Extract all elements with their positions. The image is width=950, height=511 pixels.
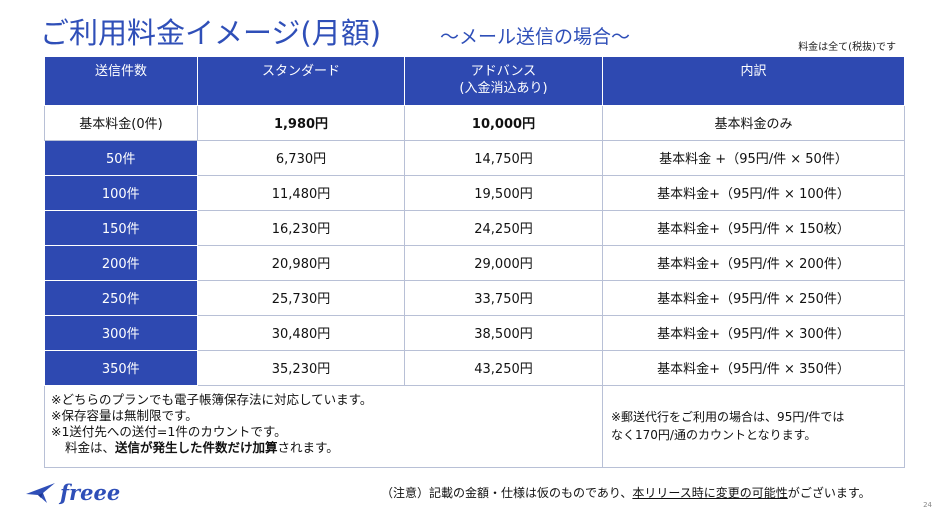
freee-logo: freee xyxy=(24,478,120,506)
disclaimer: （注意）記載の金額・仕様は仮のものであり、本リリース時に変更の可能性がございます… xyxy=(381,484,871,501)
row-count: 350件 xyxy=(44,349,198,386)
row-count: 250件 xyxy=(44,279,198,316)
column-header-breakdown: 内訳 xyxy=(602,57,905,106)
row-advance-price: 24,250円 xyxy=(404,209,603,246)
row-standard-price: 25,730円 xyxy=(197,279,405,316)
table-header-row: 送信件数 スタンダード アドバンス (入金消込あり) 内訳 xyxy=(44,57,905,106)
row-advance-price: 38,500円 xyxy=(404,314,603,351)
row-standard-price: 30,480円 xyxy=(197,314,405,351)
row-breakdown: 基本料金+（95円/件 × 100件） xyxy=(602,174,905,211)
notes-row: ※どちらのプランでも電子帳簿保存法に対応しています。 ※保存容量は無制限です。 … xyxy=(44,384,905,468)
page-number: 24 xyxy=(923,501,932,509)
disclaimer-prefix: （注意）記載の金額・仕様は仮のものであり、 xyxy=(381,486,633,500)
row-count: 300件 xyxy=(44,314,198,351)
page-subtitle: 〜メール送信の場合〜 xyxy=(440,26,631,48)
row-standard-price: 35,230円 xyxy=(197,349,405,386)
table-row: 350件 35,230円 43,250円 基本料金+（95円/件 × 350件） xyxy=(44,349,905,386)
note-count-rule: ※1送付先への送付=1件のカウントです。 xyxy=(51,423,287,439)
tax-note: 料金は全て(税抜)です xyxy=(798,42,896,53)
row-standard-price: 20,980円 xyxy=(197,244,405,281)
row-breakdown: 基本料金+（95円/件 × 150枚） xyxy=(602,209,905,246)
row-breakdown: 基本料金+（95円/件 × 350件） xyxy=(602,349,905,386)
row-count: 50件 xyxy=(44,139,198,176)
note-billing-emphasis: 送信が発生した件数だけ加算 xyxy=(115,439,278,455)
row-count: 200件 xyxy=(44,244,198,281)
row-count: 100件 xyxy=(44,174,198,211)
disclaimer-suffix: がございます。 xyxy=(787,486,871,500)
row-breakdown: 基本料金のみ xyxy=(602,104,905,141)
row-advance-price: 33,750円 xyxy=(404,279,603,316)
row-advance-price: 14,750円 xyxy=(404,139,603,176)
row-breakdown: 基本料金+（95円/件 × 200件） xyxy=(602,244,905,281)
row-count: 150件 xyxy=(44,209,198,246)
row-advance-price: 43,250円 xyxy=(404,349,603,386)
freee-bird-icon xyxy=(26,483,55,503)
row-standard-price: 16,230円 xyxy=(197,209,405,246)
note-postal-1: ※郵送代行をご利用の場合は、95円/件では xyxy=(611,410,845,424)
row-breakdown: 基本料金+（95円/件 × 300件） xyxy=(602,314,905,351)
note-storage: ※保存容量は無制限です。 xyxy=(51,407,198,423)
table-row: 200件 20,980円 29,000円 基本料金+（95円/件 × 200件） xyxy=(44,244,905,281)
column-header-advance: アドバンス (入金消込あり) xyxy=(404,57,603,106)
table-row: 150件 16,230円 24,250円 基本料金+（95円/件 × 150枚） xyxy=(44,209,905,246)
column-header-count: 送信件数 xyxy=(44,57,198,106)
note-billing-suffix: されます。 xyxy=(277,439,339,455)
column-header-advance-sublabel: (入金消込あり) xyxy=(459,81,548,96)
notes-left: ※どちらのプランでも電子帳簿保存法に対応しています。 ※保存容量は無制限です。 … xyxy=(44,384,603,468)
page-title: ご利用料金イメージ(月額) xyxy=(40,16,382,50)
row-advance-price: 19,500円 xyxy=(404,174,603,211)
row-advance-price: 10,000円 xyxy=(404,104,603,141)
row-standard-price: 11,480円 xyxy=(197,174,405,211)
row-breakdown: 基本料金+（95円/件 × 250件） xyxy=(602,279,905,316)
column-header-standard: スタンダード xyxy=(197,57,405,106)
table-row: 100件 11,480円 19,500円 基本料金+（95円/件 × 100件） xyxy=(44,174,905,211)
disclaimer-emphasis: 本リリース時に変更の可能性 xyxy=(632,486,788,500)
table-row: 300件 30,480円 38,500円 基本料金+（95円/件 × 300件） xyxy=(44,314,905,351)
table-row: 50件 6,730円 14,750円 基本料金 +（95円/件 × 50件） xyxy=(44,139,905,176)
row-advance-price: 29,000円 xyxy=(404,244,603,281)
note-postal-2: なく170円/通のカウントとなります。 xyxy=(611,428,817,442)
table-row: 250件 25,730円 33,750円 基本料金+（95円/件 × 250件） xyxy=(44,279,905,316)
note-billing-prefix: 料金は、 xyxy=(65,439,116,455)
freee-logo-text: freee xyxy=(60,479,121,505)
notes-right: ※郵送代行をご利用の場合は、95円/件では なく170円/通のカウントとなります… xyxy=(602,384,905,468)
price-table: 送信件数 スタンダード アドバンス (入金消込あり) 内訳 基本料金(0件) 1… xyxy=(44,57,905,468)
row-breakdown: 基本料金 +（95円/件 × 50件） xyxy=(602,139,905,176)
row-standard-price: 6,730円 xyxy=(197,139,405,176)
table-row: 基本料金(0件) 1,980円 10,000円 基本料金のみ xyxy=(44,104,905,141)
note-ebook-law: ※どちらのプランでも電子帳簿保存法に対応しています。 xyxy=(51,391,373,407)
row-count: 基本料金(0件) xyxy=(44,104,198,141)
column-header-advance-label: アドバンス xyxy=(470,64,537,79)
note-billing: 料金は、送信が発生した件数だけ加算されます。 xyxy=(51,440,596,456)
row-standard-price: 1,980円 xyxy=(197,104,405,141)
